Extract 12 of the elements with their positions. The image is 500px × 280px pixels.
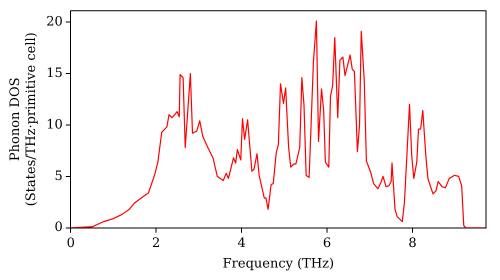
x-tick-label: 8 xyxy=(408,236,417,251)
y-axis-title: Phonon DOS (States/THz·primitive cell) xyxy=(8,32,39,206)
x-tick-label: 0 xyxy=(66,236,75,251)
y-tick-label: 15 xyxy=(46,66,63,81)
x-tick-label: 2 xyxy=(152,236,160,251)
x-tick-label: 6 xyxy=(322,236,332,251)
x-axis-title: Frequency (THz) xyxy=(222,256,334,272)
y-tick-label: 20 xyxy=(46,14,63,30)
x-tick-label: 4 xyxy=(237,236,246,251)
y-tick-label: 10 xyxy=(46,117,63,132)
y-tick-label: 5 xyxy=(54,168,63,184)
y-tick-label: 0 xyxy=(54,220,63,236)
